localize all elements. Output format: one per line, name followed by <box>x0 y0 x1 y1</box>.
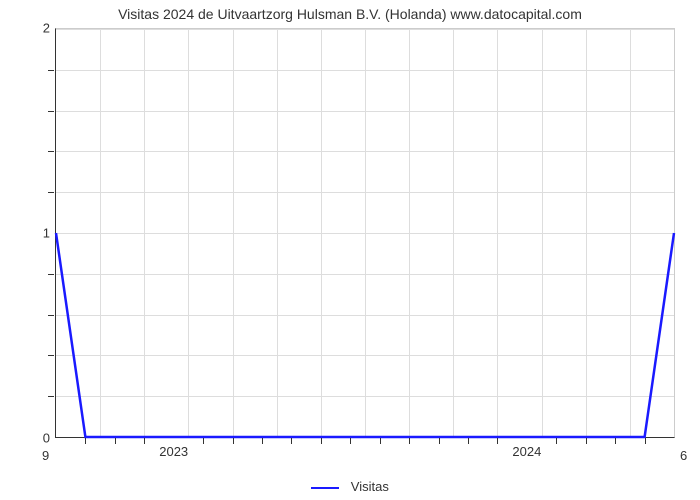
x-minor-tick <box>291 438 292 444</box>
x-minor-tick <box>262 438 263 444</box>
y-minor-tick <box>48 111 54 112</box>
legend-label: Visitas <box>351 479 389 494</box>
chart-container: Visitas 2024 de Uitvaartzorg Hulsman B.V… <box>0 0 700 500</box>
y-minor-tick <box>48 274 54 275</box>
legend: Visitas <box>0 479 700 494</box>
series-line <box>56 29 674 437</box>
y-minor-tick <box>48 355 54 356</box>
x-minor-tick <box>556 438 557 444</box>
x-minor-tick <box>203 438 204 444</box>
plot-area <box>55 28 675 438</box>
x-minor-tick <box>409 438 410 444</box>
y-tick-2: 2 <box>30 21 50 36</box>
x-tick-label: 2024 <box>512 444 541 459</box>
x-right-corner-label: 6 <box>680 448 687 463</box>
y-tick-1: 1 <box>30 226 50 241</box>
y-minor-tick <box>48 70 54 71</box>
x-minor-tick <box>586 438 587 444</box>
y-tick-0: 0 <box>30 431 50 446</box>
x-left-corner-label: 9 <box>42 448 49 463</box>
y-minor-tick <box>48 315 54 316</box>
x-minor-tick <box>380 438 381 444</box>
x-minor-tick <box>350 438 351 444</box>
x-minor-tick <box>144 438 145 444</box>
x-minor-tick <box>497 438 498 444</box>
x-minor-tick <box>321 438 322 444</box>
x-tick-label: 2023 <box>159 444 188 459</box>
x-minor-tick <box>615 438 616 444</box>
x-minor-tick <box>233 438 234 444</box>
x-minor-tick <box>645 438 646 444</box>
x-minor-tick <box>468 438 469 444</box>
x-minor-tick <box>85 438 86 444</box>
x-minor-tick <box>115 438 116 444</box>
legend-swatch <box>311 487 339 489</box>
y-minor-tick <box>48 396 54 397</box>
y-minor-tick <box>48 192 54 193</box>
chart-title: Visitas 2024 de Uitvaartzorg Hulsman B.V… <box>0 6 700 22</box>
x-minor-tick <box>439 438 440 444</box>
y-minor-tick <box>48 151 54 152</box>
